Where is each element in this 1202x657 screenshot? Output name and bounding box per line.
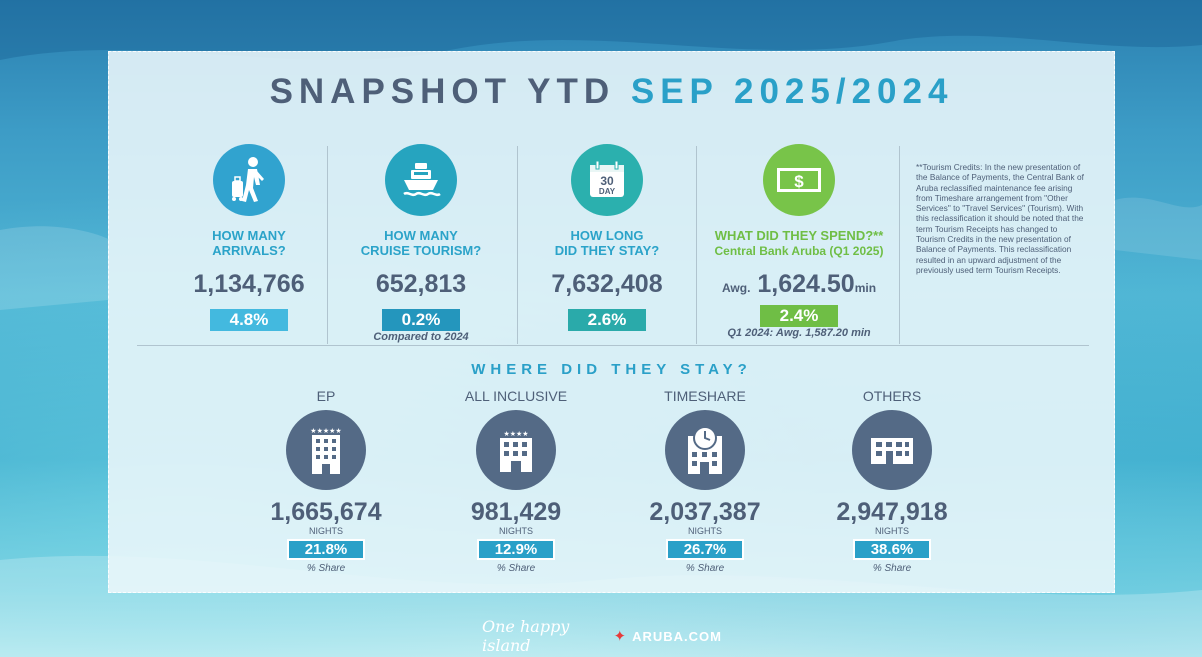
section-divider (137, 345, 1089, 346)
stay-nights-value: 2,947,918 (836, 498, 948, 526)
building-icon (852, 410, 932, 490)
divider (696, 146, 697, 344)
hotel-icon: ★★★★ (476, 410, 556, 490)
stat-cruise: HOW MANY CRUISE TOURISM? 652,813 0.2% Co… (341, 144, 501, 343)
timeshare-clock-building-icon (665, 410, 745, 490)
spend-value-row: Awg. 1,624.50min (699, 270, 899, 299)
website-link[interactable]: ARUBA.COM (632, 628, 722, 644)
calendar-number: 30 (600, 174, 614, 188)
cruise-question: HOW MANY CRUISE TOURISM? (360, 228, 482, 258)
spend-source: Central Bank Aruba (Q1 2025) (714, 244, 884, 258)
footer-brand: One happy island ✦ ARUBA.COM (482, 617, 722, 655)
arrivals-question: HOW MANY ARRIVALS? (212, 228, 286, 258)
tourism-credits-note: **Tourism Credits: In the new presentati… (916, 162, 1084, 275)
spend-unit: min (854, 281, 877, 295)
stay-share-label: % Share (306, 563, 346, 574)
stay-all-inclusive: ALL INCLUSIVE ★★★★ 981,429 NIGHTS 12.9% … (436, 388, 596, 574)
arrivals-change-badge: 4.8% (210, 309, 288, 331)
calendar-icon: 30 DAY (571, 144, 643, 216)
stay-share-label: % Share (496, 563, 536, 574)
stay-section-heading: WHERE DID THEY STAY? (471, 361, 752, 378)
stay-label: ALL INCLUSIVE (464, 388, 568, 404)
star-icon: ✦ (613, 628, 627, 645)
stay-share-label: % Share (685, 563, 725, 574)
stay-ep: EP ★★★★★ 1,665,674 NIGHTS 21.8% % Share (246, 388, 406, 574)
stay-nights-unit: NIGHTS (308, 526, 343, 536)
stay-nights-unit: NIGHTS (874, 526, 909, 536)
spend-value: 1,624.50 (757, 270, 855, 298)
stay-timeshare: TIMESHARE 2,037,387 NIGHTS 26.7% % Share (625, 388, 785, 574)
stay-label: OTHERS (862, 388, 922, 404)
cruise-ship-icon (385, 144, 457, 216)
spend-currency: Awg. (721, 281, 751, 295)
hotel-stars: ★★★★★ (310, 427, 341, 435)
hotel-stars: ★★★★ (503, 430, 528, 438)
stay-label: TIMESHARE (664, 388, 746, 404)
stay-label: EP (316, 388, 336, 404)
cruise-value: 652,813 (375, 270, 467, 298)
svg-text:$: $ (794, 172, 804, 191)
stay-change-badge: 2.6% (568, 309, 646, 331)
cruise-comparison-note: Compared to 2024 (373, 331, 469, 343)
spend-change-badge: 2.4% (760, 305, 838, 327)
stay-share-badge: 12.9% (477, 539, 555, 560)
spend-comparison-note: Q1 2024: Awg. 1,587.20 min (727, 327, 871, 339)
stay-share-badge: 26.7% (666, 539, 744, 560)
stay-share-label: % Share (872, 563, 912, 574)
stay-question: HOW LONG DID THEY STAY? (554, 228, 660, 258)
calendar-label: DAY (599, 187, 616, 196)
title-period: SEP 2025/2024 (630, 72, 954, 111)
stay-nights-value: 1,665,674 (270, 498, 382, 526)
stay-share-badge: 38.6% (853, 539, 931, 560)
divider (899, 146, 900, 344)
traveler-icon (213, 144, 285, 216)
hotel-icon: ★★★★★ (286, 410, 366, 490)
stay-value: 7,632,408 (551, 270, 663, 298)
title-main: SNAPSHOT YTD (269, 72, 616, 111)
stay-others: OTHERS 2,947,918 NIGHTS 38.6% % Share (812, 388, 972, 574)
divider (517, 146, 518, 344)
divider (327, 146, 328, 344)
tagline: One happy island (482, 617, 570, 655)
snapshot-panel: SNAPSHOT YTD SEP 2025/2024 HOW MANY ARRI… (108, 51, 1115, 593)
cruise-change-badge: 0.2% (382, 309, 460, 331)
stat-spend: $ WHAT DID THEY SPEND?** Central Bank Ar… (699, 144, 899, 339)
stat-stay-length: 30 DAY HOW LONG DID THEY STAY? 7,632,408… (527, 144, 687, 331)
stay-share-badge: 21.8% (287, 539, 365, 560)
stay-nights-unit: NIGHTS (687, 526, 722, 536)
stay-nights-value: 981,429 (470, 498, 562, 526)
money-icon: $ (763, 144, 835, 216)
stay-nights-value: 2,037,387 (649, 498, 761, 526)
page-title: SNAPSHOT YTD SEP 2025/2024 (109, 72, 1114, 112)
spend-question: WHAT DID THEY SPEND?** (714, 228, 884, 243)
stay-nights-unit: NIGHTS (498, 526, 533, 536)
stat-arrivals: HOW MANY ARRIVALS? 1,134,766 4.8% (169, 144, 329, 331)
arrivals-value: 1,134,766 (193, 270, 305, 298)
